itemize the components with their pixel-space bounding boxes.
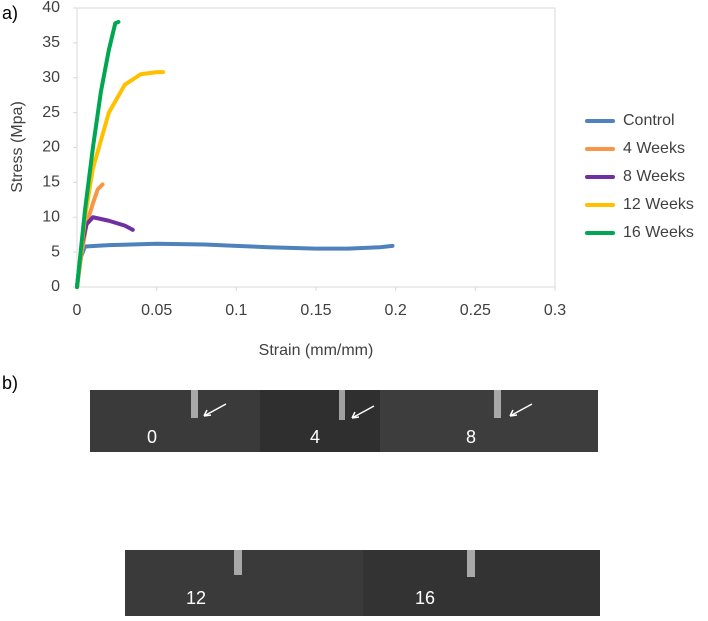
y-tick-label: 20 xyxy=(42,139,60,156)
y-tick-label: 15 xyxy=(42,174,60,191)
specimen-label: 4 xyxy=(310,427,320,447)
y-tick-label: 25 xyxy=(42,104,60,121)
x-axis-label: Strain (mm/mm) xyxy=(259,342,374,359)
panel-label: a) xyxy=(2,3,18,23)
legend-label: 16 Weeks xyxy=(623,224,694,241)
legend-label: 4 Weeks xyxy=(623,140,685,157)
y-tick-label: 0 xyxy=(51,278,60,295)
y-tick-label: 40 xyxy=(42,0,60,16)
y-axis-label: Stress (Mpa) xyxy=(9,101,26,193)
x-tick-label: 0.25 xyxy=(460,302,491,319)
specimen-label: 8 xyxy=(466,427,476,447)
x-tick-label: 0.1 xyxy=(225,302,247,319)
photo-strip xyxy=(90,390,598,452)
y-tick-label: 35 xyxy=(42,34,60,51)
specimen-label: 0 xyxy=(147,427,157,447)
x-tick-label: 0.05 xyxy=(141,302,172,319)
x-tick-label: 0.3 xyxy=(544,302,566,319)
legend-label: 8 Weeks xyxy=(623,168,685,185)
legend-label: Control xyxy=(623,112,675,129)
y-tick-label: 5 xyxy=(51,243,60,260)
data-line xyxy=(75,241,395,289)
y-tick-label: 30 xyxy=(42,69,60,86)
legend-label: 12 Weeks xyxy=(623,196,694,213)
panel-label: b) xyxy=(2,373,18,393)
photo-strip xyxy=(125,550,600,616)
specimen-label: 16 xyxy=(415,588,435,608)
x-tick-label: 0 xyxy=(73,302,82,319)
specimen-label: 12 xyxy=(186,588,206,608)
x-tick-label: 0.15 xyxy=(300,302,331,319)
data-line xyxy=(75,19,121,289)
x-tick-label: 0.2 xyxy=(385,302,407,319)
y-tick-label: 10 xyxy=(42,208,60,225)
